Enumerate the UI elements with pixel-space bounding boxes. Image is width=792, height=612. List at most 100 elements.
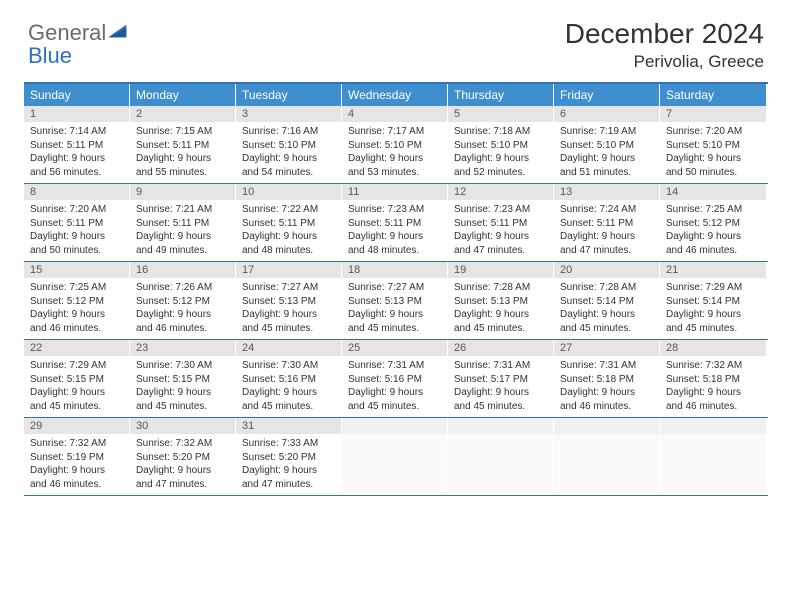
daylight-line: Daylight: 9 hours and 55 minutes. [136, 153, 211, 178]
day-cell: 18Sunrise: 7:27 AMSunset: 5:13 PMDayligh… [342, 262, 448, 339]
day-number: 18 [342, 262, 447, 278]
daylight-line: Daylight: 9 hours and 46 minutes. [666, 387, 741, 412]
sunset-line: Sunset: 5:11 PM [30, 218, 103, 229]
daylight-line: Daylight: 9 hours and 45 minutes. [242, 387, 317, 412]
day-number: 1 [24, 106, 129, 122]
day-body [448, 434, 553, 493]
day-body: Sunrise: 7:23 AMSunset: 5:11 PMDaylight:… [448, 200, 553, 261]
sunset-line: Sunset: 5:19 PM [30, 452, 104, 463]
day-number: 14 [660, 184, 766, 200]
sunrise-line: Sunrise: 7:33 AM [242, 438, 318, 449]
day-number: 26 [448, 340, 553, 356]
calendar-grid: SundayMondayTuesdayWednesdayThursdayFrid… [24, 82, 768, 496]
day-number: 23 [130, 340, 235, 356]
day-body: Sunrise: 7:29 AMSunset: 5:15 PMDaylight:… [24, 356, 129, 417]
sunrise-line: Sunrise: 7:15 AM [136, 126, 212, 137]
day-number: 11 [342, 184, 447, 200]
weekday-header: Wednesday [342, 84, 448, 106]
day-number: 31 [236, 418, 341, 434]
daylight-line: Daylight: 9 hours and 45 minutes. [348, 387, 423, 412]
week-row: 1 Sunrise: 7:14 AM Sunset: 5:11 PM Daylight… [24, 106, 768, 184]
day-cell: 2 Sunrise: 7:15 AM Sunset: 5:11 PM Daylight… [130, 106, 236, 183]
sunrise-line: Sunrise: 7:16 AM [242, 126, 318, 137]
day-number [448, 418, 553, 434]
day-cell: 23Sunrise: 7:30 AMSunset: 5:15 PMDayligh… [130, 340, 236, 417]
day-number: 30 [130, 418, 235, 434]
day-body: Sunrise: 7:31 AMSunset: 5:17 PMDaylight:… [448, 356, 553, 417]
day-number: 20 [554, 262, 659, 278]
day-body: Sunrise: 7:20 AMSunset: 5:11 PMDaylight:… [24, 200, 129, 261]
daylight-line: Daylight: 9 hours and 49 minutes. [136, 231, 211, 256]
day-number [554, 418, 659, 434]
weekday-header-row: SundayMondayTuesdayWednesdayThursdayFrid… [24, 84, 768, 106]
day-body: Sunrise: 7:21 AMSunset: 5:11 PMDaylight:… [130, 200, 235, 261]
day-cell: 31 Sunrise: 7:33 AM Sunset: 5:20 PM Dayligh… [236, 418, 342, 495]
sunrise-line: Sunrise: 7:20 AM [30, 204, 106, 215]
day-body: Sunrise: 7:23 AMSunset: 5:11 PMDaylight:… [342, 200, 447, 261]
day-body: Sunrise: 7:17 AMSunset: 5:10 PMDaylight:… [342, 122, 447, 183]
sunset-line: Sunset: 5:12 PM [136, 296, 210, 307]
day-cell: 28 Sunrise: 7:32 AM Sunset: 5:18 PM Dayligh… [660, 340, 766, 417]
daylight-line: Daylight: 9 hours and 46 minutes. [666, 231, 741, 256]
day-body: Sunrise: 7:22 AMSunset: 5:11 PMDaylight:… [236, 200, 341, 261]
sunrise-line: Sunrise: 7:17 AM [348, 126, 424, 137]
day-body: Sunrise: 7:28 AMSunset: 5:14 PMDaylight:… [554, 278, 659, 339]
sunset-line: Sunset: 5:20 PM [242, 452, 316, 463]
day-number: 8 [24, 184, 129, 200]
daylight-line: Daylight: 9 hours and 45 minutes. [242, 309, 317, 334]
day-body: Sunrise: 7:15 AM Sunset: 5:11 PM Daylight:… [130, 122, 235, 183]
sunrise-line: Sunrise: 7:18 AM [454, 126, 530, 137]
sunrise-line: Sunrise: 7:32 AM [30, 438, 106, 449]
weekday-header: Monday [130, 84, 236, 106]
weekday-header: Friday [554, 84, 660, 106]
daylight-line: Daylight: 9 hours and 46 minutes. [30, 465, 105, 490]
week-row: 22Sunrise: 7:29 AMSunset: 5:15 PMDayligh… [24, 340, 768, 418]
day-body: Sunrise: 7:32 AM Sunset: 5:19 PM Daylight:… [24, 434, 129, 495]
sunset-line: Sunset: 5:11 PM [242, 218, 315, 229]
day-cell: 26Sunrise: 7:31 AMSunset: 5:17 PMDayligh… [448, 340, 554, 417]
day-body: Sunrise: 7:19 AMSunset: 5:10 PMDaylight:… [554, 122, 659, 183]
sunrise-line: Sunrise: 7:24 AM [560, 204, 636, 215]
sunset-line: Sunset: 5:10 PM [348, 140, 422, 151]
day-number: 7 [660, 106, 766, 122]
daylight-line: Daylight: 9 hours and 54 minutes. [242, 153, 317, 178]
daylight-line: Daylight: 9 hours and 47 minutes. [454, 231, 529, 256]
sunrise-line: Sunrise: 7:32 AM [666, 360, 742, 371]
daylight-line: Daylight: 9 hours and 48 minutes. [242, 231, 317, 256]
sunset-line: Sunset: 5:11 PM [348, 218, 421, 229]
day-cell: 5Sunrise: 7:18 AMSunset: 5:10 PMDaylight… [448, 106, 554, 183]
sunrise-line: Sunrise: 7:26 AM [136, 282, 212, 293]
sunrise-line: Sunrise: 7:30 AM [242, 360, 318, 371]
sunset-line: Sunset: 5:14 PM [560, 296, 634, 307]
sunset-line: Sunset: 5:13 PM [242, 296, 316, 307]
day-cell: 25Sunrise: 7:31 AMSunset: 5:16 PMDayligh… [342, 340, 448, 417]
daylight-line: Daylight: 9 hours and 46 minutes. [30, 309, 105, 334]
sunrise-line: Sunrise: 7:19 AM [560, 126, 636, 137]
day-number: 24 [236, 340, 341, 356]
day-number: 10 [236, 184, 341, 200]
logo: General Blue [28, 18, 130, 68]
day-number: 17 [236, 262, 341, 278]
day-body: Sunrise: 7:31 AMSunset: 5:16 PMDaylight:… [342, 356, 447, 417]
sunset-line: Sunset: 5:13 PM [454, 296, 528, 307]
day-number: 27 [554, 340, 659, 356]
daylight-line: Daylight: 9 hours and 47 minutes. [242, 465, 317, 490]
sunrise-line: Sunrise: 7:31 AM [560, 360, 636, 371]
day-cell: 12Sunrise: 7:23 AMSunset: 5:11 PMDayligh… [448, 184, 554, 261]
sunrise-line: Sunrise: 7:14 AM [30, 126, 106, 137]
sunset-line: Sunset: 5:15 PM [30, 374, 104, 385]
sunset-line: Sunset: 5:18 PM [666, 374, 740, 385]
sunrise-line: Sunrise: 7:20 AM [666, 126, 742, 137]
day-number: 2 [130, 106, 235, 122]
daylight-line: Daylight: 9 hours and 45 minutes. [136, 387, 211, 412]
daylight-line: Daylight: 9 hours and 51 minutes. [560, 153, 635, 178]
day-cell: 4Sunrise: 7:17 AMSunset: 5:10 PMDaylight… [342, 106, 448, 183]
day-number: 28 [660, 340, 766, 356]
sunset-line: Sunset: 5:11 PM [136, 140, 209, 151]
day-cell: 24Sunrise: 7:30 AMSunset: 5:16 PMDayligh… [236, 340, 342, 417]
sunrise-line: Sunrise: 7:28 AM [560, 282, 636, 293]
sunrise-line: Sunrise: 7:23 AM [348, 204, 424, 215]
sunset-line: Sunset: 5:17 PM [454, 374, 528, 385]
day-cell: 27Sunrise: 7:31 AMSunset: 5:18 PMDayligh… [554, 340, 660, 417]
sunrise-line: Sunrise: 7:30 AM [136, 360, 212, 371]
